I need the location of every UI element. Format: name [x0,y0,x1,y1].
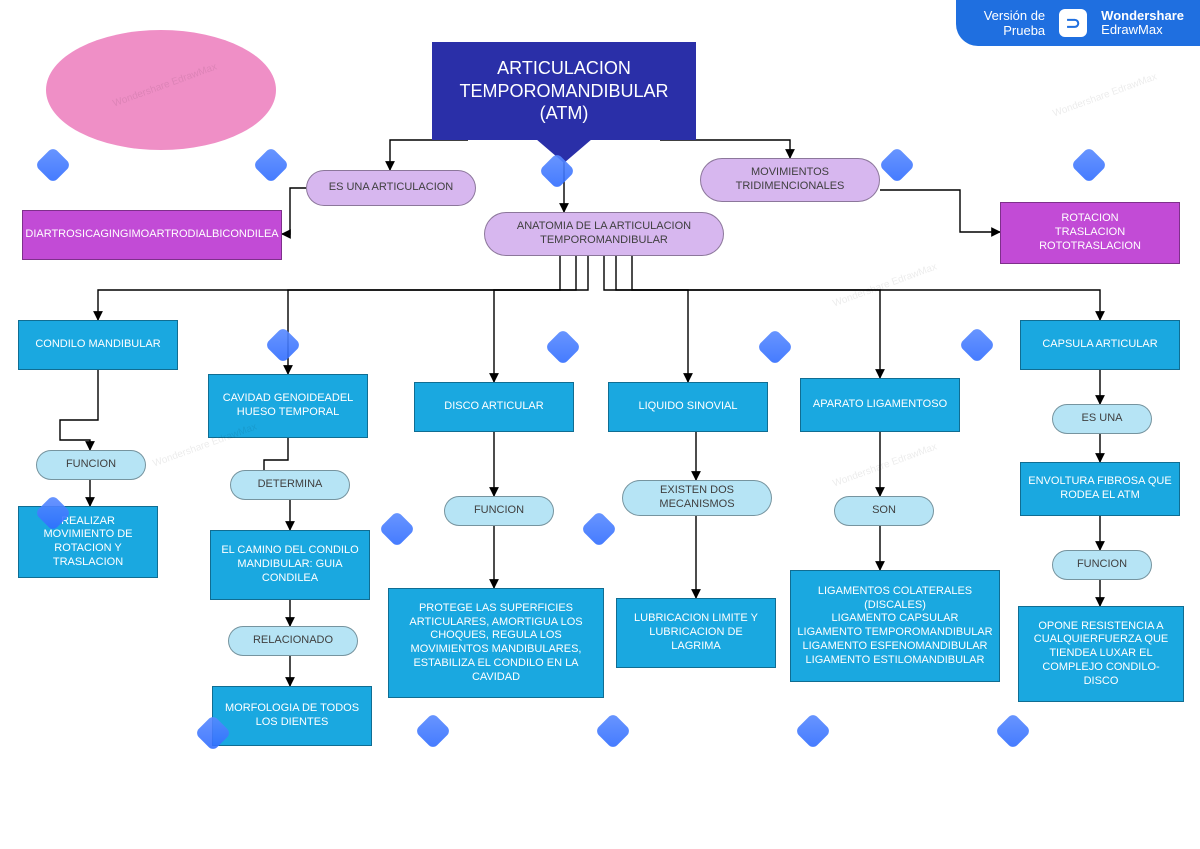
watermark-text: Wondershare EdrawMax [831,262,938,310]
edge-1 [390,140,468,170]
node-c6: CAPSULA ARTICULAR [1020,320,1180,370]
node-exist2: EXISTEN DOS MECANISMOS [622,480,772,516]
watermark-diamond-icon [415,713,452,750]
edge-3 [282,188,306,234]
node-diart: DIARTROSICAGINGIMOARTRODIALBICONDILEA [22,210,282,260]
watermark-diamond-icon [595,713,632,750]
node-pink_ellipse [46,30,276,150]
banner-version: Versión de Prueba [984,8,1045,38]
trial-banner: Versión de Prueba ⊃ Wondershare EdrawMax [956,0,1200,46]
node-c5: APARATO LIGAMENTOSO [800,378,960,432]
node-funcion3: FUNCION [444,496,554,526]
edge-11 [60,370,98,450]
node-protege: PROTEGE LAS SUPERFICIES ARTICULARES, AMO… [388,588,604,698]
node-son: SON [834,496,934,526]
node-c4: LIQUIDO SINOVIAL [608,382,768,432]
edge-5 [98,256,560,320]
watermark-diamond-icon [253,147,290,184]
node-opone: OPONE RESISTENCIA A CUALQUIERFUERZA QUE … [1018,606,1184,702]
node-lubric: LUBRICACION LIMITE Y LUBRICACION DE LAGR… [616,598,776,668]
watermark-diamond-icon [265,327,302,364]
title-pointer [536,139,592,163]
edge-9 [616,256,880,378]
node-determina: DETERMINA [230,470,350,500]
edge-7 [494,256,588,382]
watermark-text: Wondershare EdrawMax [831,442,938,490]
edge-8 [604,256,688,382]
node-es_art: ES UNA ARTICULACION [306,170,476,206]
watermark-diamond-icon [1071,147,1108,184]
watermark-diamond-icon [795,713,832,750]
watermark-diamond-icon [995,713,1032,750]
watermark-diamond-icon [757,329,794,366]
node-c1: CONDILO MANDIBULAR [18,320,178,370]
node-ligamentos: LIGAMENTOS COLATERALES (DISCALES) LIGAME… [790,570,1000,682]
node-esuna: ES UNA [1052,404,1152,434]
watermark-diamond-icon [959,327,996,364]
node-envolt: ENVOLTURA FIBROSA QUE RODEA EL ATM [1020,462,1180,516]
brand-logo-icon: ⊃ [1059,9,1087,37]
watermark-diamond-icon [379,511,416,548]
watermark-text: Wondershare EdrawMax [1051,72,1158,120]
node-c2: CAVIDAD GENOIDEADEL HUESO TEMPORAL [208,374,368,438]
watermark-diamond-icon [35,147,72,184]
node-funcion6: FUNCION [1052,550,1152,580]
node-title: ARTICULACION TEMPOROMANDIBULAR (ATM) [432,42,696,140]
node-relac: RELACIONADO [228,626,358,656]
node-rot: ROTACION TRASLACION ROTOTRASLACION [1000,202,1180,264]
edge-10 [632,256,1100,320]
node-realizar: REALIZAR MOVIMIENTO DE ROTACION Y TRASLA… [18,506,158,578]
watermark-diamond-icon [545,329,582,366]
edge-4 [880,190,1000,232]
node-mov3d: MOVIMIENTOS TRIDIMENCIONALES [700,158,880,202]
edge-6 [288,256,576,374]
node-c3: DISCO ARTICULAR [414,382,574,432]
edge-13 [264,438,288,470]
node-anat: ANATOMIA DE LA ARTICULACION TEMPOROMANDI… [484,212,724,256]
node-camino: EL CAMINO DEL CONDILO MANDIBULAR: GUIA C… [210,530,370,600]
brand-name: Wondershare EdrawMax [1101,9,1184,36]
watermark-diamond-icon [581,511,618,548]
watermark-diamond-icon [879,147,916,184]
node-morf: MORFOLOGIA DE TODOS LOS DIENTES [212,686,372,746]
edge-2 [660,140,790,158]
node-funcion1: FUNCION [36,450,146,480]
